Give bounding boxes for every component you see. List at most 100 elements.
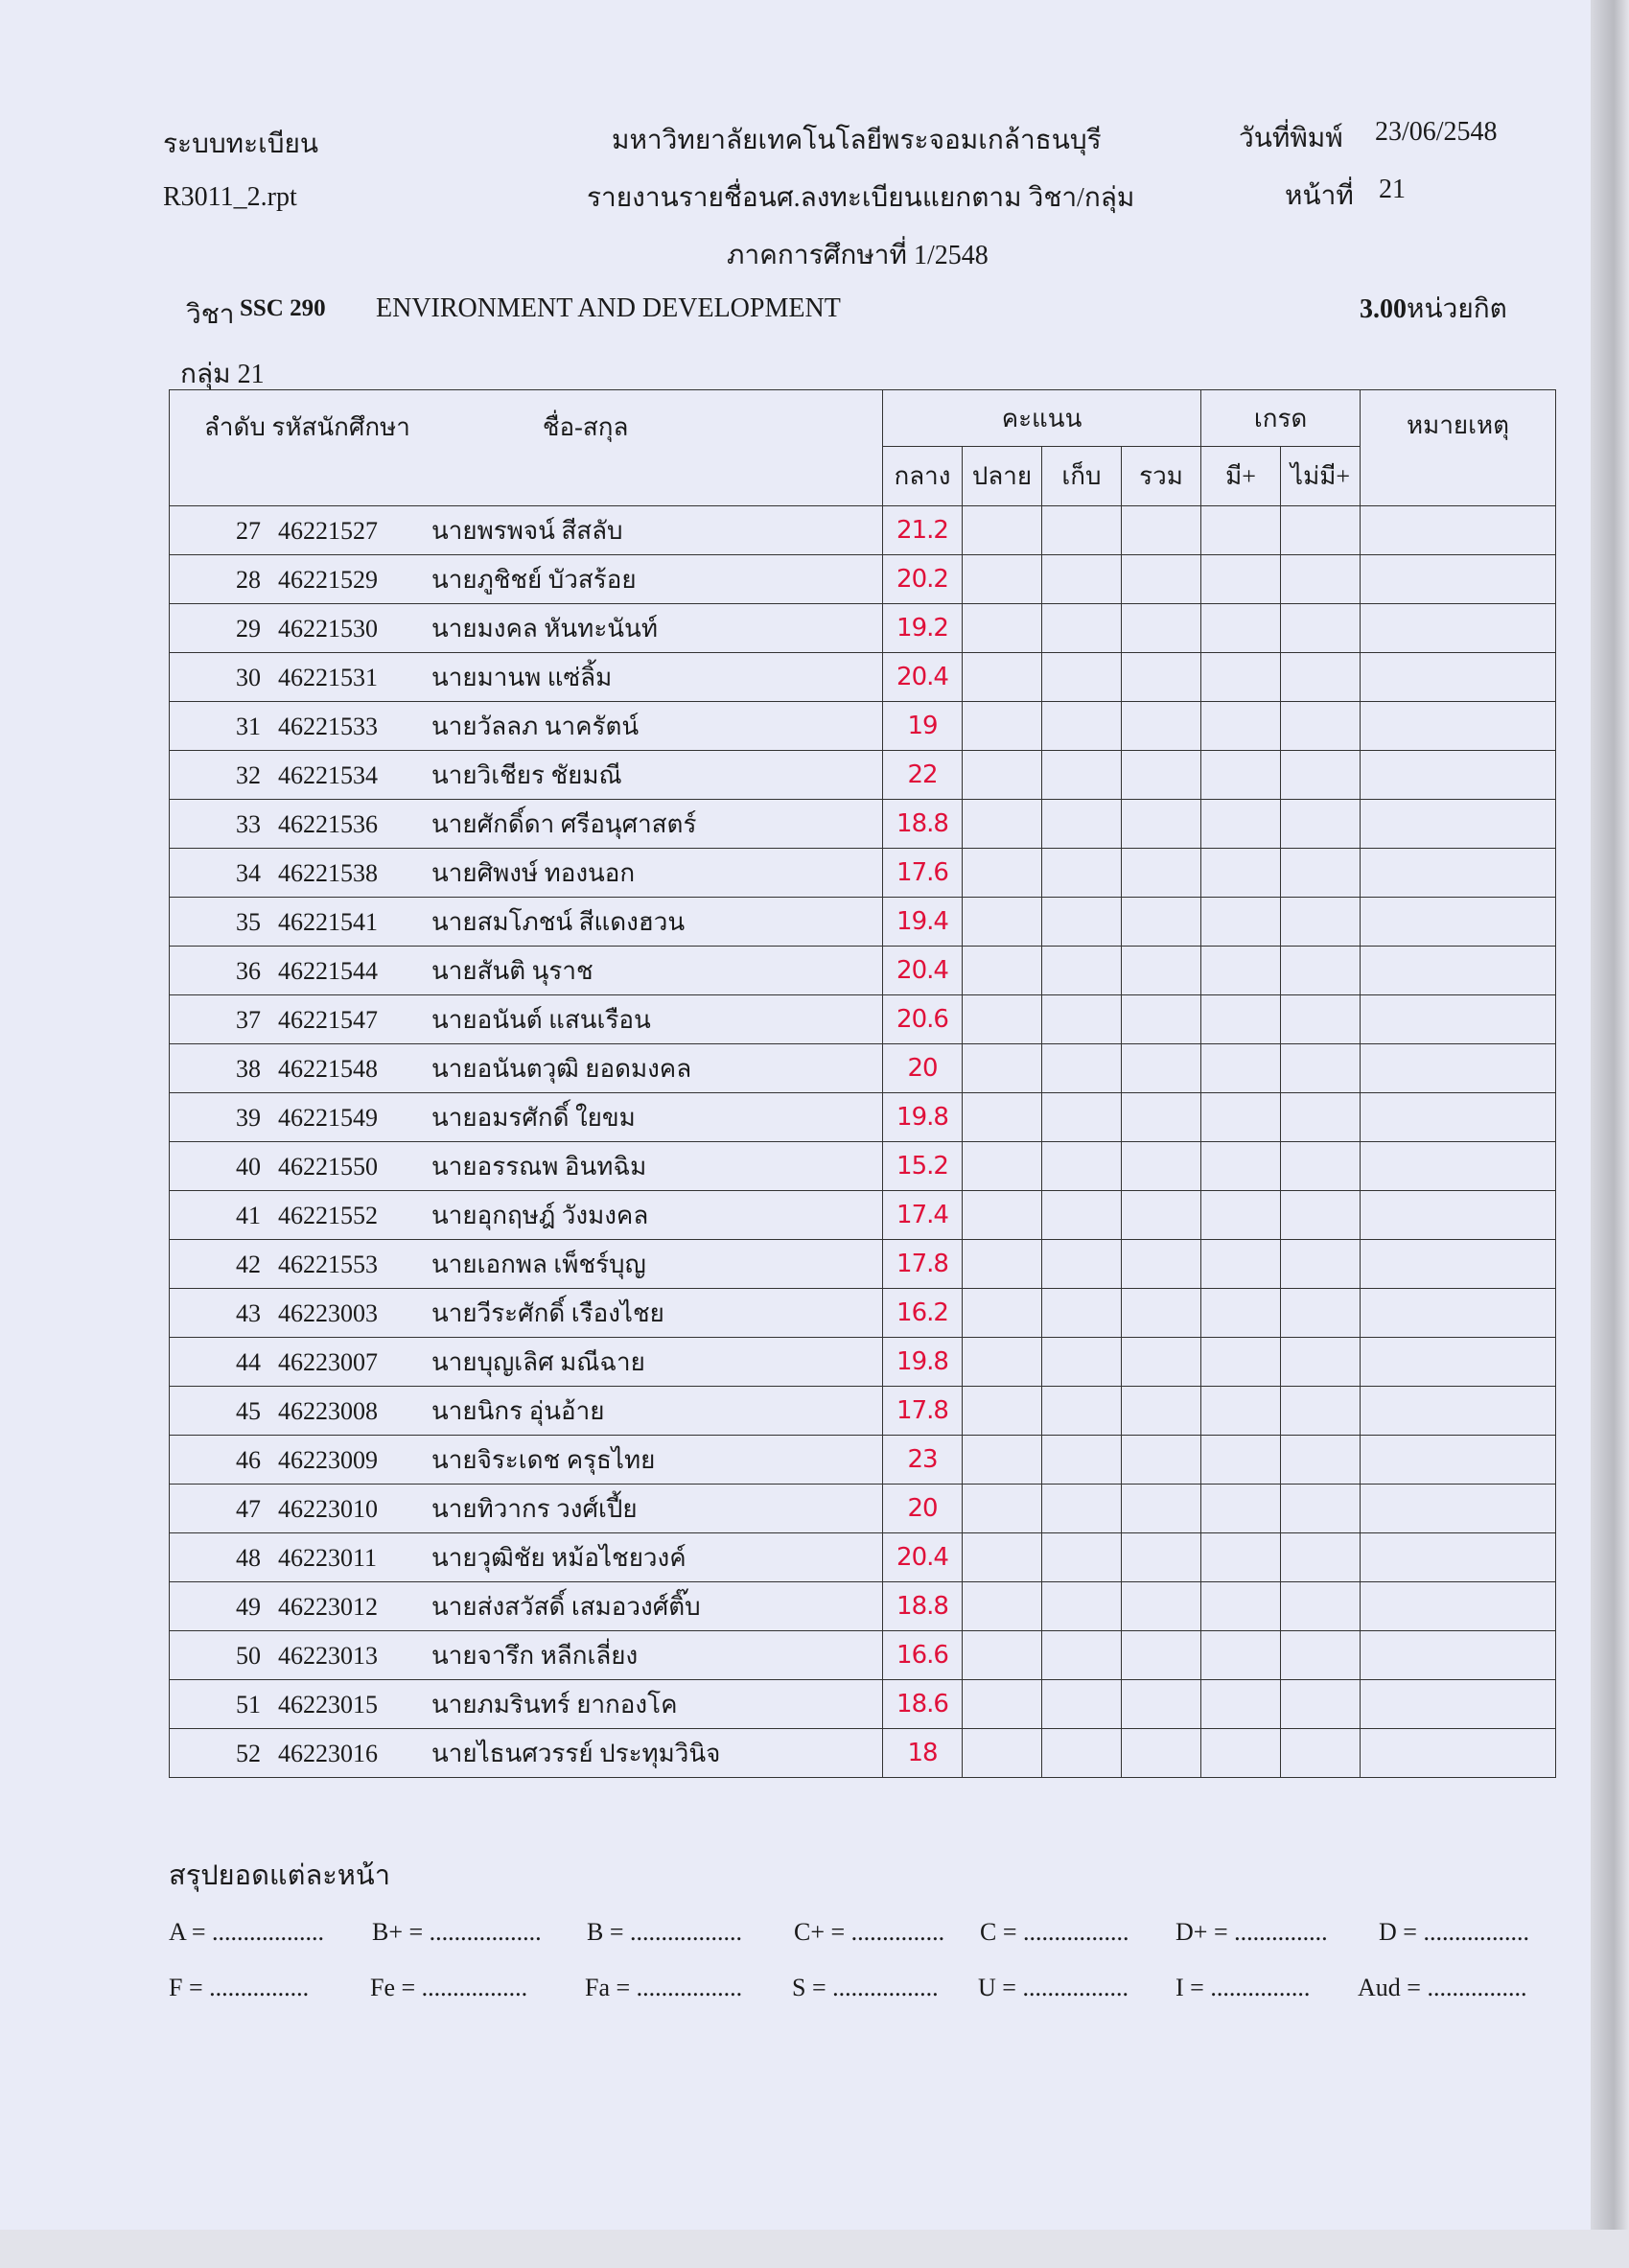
collected-score	[1041, 1141, 1122, 1191]
total-score	[1120, 946, 1202, 995]
final-score	[962, 848, 1042, 898]
total-score	[1120, 505, 1202, 555]
final-score	[962, 1435, 1042, 1485]
grade-has-plus	[1200, 1386, 1282, 1436]
student-cell: 34 46221538 นายศิพงษ์ ทองนอก	[169, 848, 883, 898]
remark	[1360, 1141, 1557, 1191]
table-row: 45 46223008 นายนิกร อุ่นอ้าย 17.8	[169, 1386, 1557, 1436]
grade-no-plus	[1280, 554, 1361, 604]
collected-score	[1041, 1728, 1122, 1778]
collected-score	[1041, 652, 1122, 702]
header-seq-id: ลำดับ รหัสนักศึกษา	[204, 413, 410, 441]
final-score	[962, 603, 1042, 653]
print-date-label: วันที่พิมพ์	[1239, 124, 1343, 153]
midterm-score: 19.4	[882, 897, 963, 947]
student-id: 46221549	[278, 1103, 378, 1132]
grade-no-plus	[1280, 1532, 1361, 1582]
collected-score	[1041, 1435, 1122, 1485]
remark	[1360, 603, 1557, 653]
remark	[1360, 1190, 1557, 1240]
student-id: 46221552	[278, 1201, 378, 1229]
collected-score	[1041, 1043, 1122, 1093]
student-id: 46221529	[278, 565, 378, 594]
remark	[1360, 1337, 1557, 1387]
student-cell: 44 46223007 นายบุญเลิศ มณีฉาย	[169, 1337, 883, 1387]
final-score	[962, 1337, 1042, 1387]
grade-has-plus	[1200, 652, 1282, 702]
page-number: 21	[1379, 175, 1406, 204]
total-score	[1120, 897, 1202, 947]
collected-score	[1041, 1092, 1122, 1142]
student-cell: 35 46221541 นายสมโภชน์ สีแดงฮวน	[169, 897, 883, 947]
student-name: นายวิเชียร ชัยมณี	[431, 760, 622, 789]
student-name: นายอนันต์ แสนเรือน	[431, 1005, 651, 1034]
midterm-score: 21.2	[882, 505, 963, 555]
collected-score	[1041, 554, 1122, 604]
collected-score	[1041, 1484, 1122, 1533]
collected-score	[1041, 1386, 1122, 1436]
final-score	[962, 554, 1042, 604]
grade-no-plus	[1280, 1386, 1361, 1436]
student-cell: 42 46221553 นายเอกพล เพ็ชร์บุญ	[169, 1239, 883, 1289]
row-number: 35	[236, 907, 261, 936]
student-id: 46221531	[278, 663, 378, 691]
group-label: กลุ่ม	[180, 360, 231, 389]
student-id: 46221544	[278, 956, 378, 985]
midterm-score: 15.2	[882, 1141, 963, 1191]
grade-has-plus	[1200, 994, 1282, 1044]
summary-title: สรุปยอดแต่ละหน้า	[169, 1860, 391, 1891]
scan-edge	[1591, 0, 1629, 2268]
collected-score	[1041, 1288, 1122, 1338]
remark	[1360, 1386, 1557, 1436]
row-number: 51	[236, 1690, 261, 1719]
grade-has-plus	[1200, 848, 1282, 898]
row-number: 27	[236, 516, 261, 545]
midterm-score: 17.8	[882, 1239, 963, 1289]
grade-count-field: A = ..................	[169, 1918, 325, 1946]
student-id: 46221536	[278, 809, 378, 838]
student-cell: 28 46221529 นายภูชิชย์ บัวสร้อย	[169, 554, 883, 604]
student-cell: 30 46221531 นายมานพ แซ่ลิ้ม	[169, 652, 883, 702]
grade-no-plus	[1280, 1630, 1361, 1680]
student-name: นายอนันตวุฒิ ยอดมงคล	[431, 1054, 692, 1083]
final-score	[962, 1728, 1042, 1778]
student-id: 46223003	[278, 1298, 378, 1327]
credits-unit: หน่วยกิต	[1407, 294, 1507, 324]
final-score	[962, 1532, 1042, 1582]
collected-score	[1041, 994, 1122, 1044]
remark	[1360, 1043, 1557, 1093]
final-score	[962, 505, 1042, 555]
student-name: นายวัลลภ นาครัตน์	[431, 712, 640, 740]
collected-score	[1041, 1337, 1122, 1387]
total-score	[1120, 1092, 1202, 1142]
student-name: นายเอกพล เพ็ชร์บุญ	[431, 1250, 646, 1278]
student-id: 46221534	[278, 760, 378, 789]
final-score	[962, 799, 1042, 849]
final-score	[962, 946, 1042, 995]
remark	[1360, 554, 1557, 604]
total-score	[1120, 1679, 1202, 1729]
grade-count-field: S = .................	[792, 1974, 939, 2001]
grade-no-plus	[1280, 652, 1361, 702]
system-name: ระบบทะเบียน	[163, 129, 319, 159]
total-score	[1120, 1484, 1202, 1533]
remark	[1360, 701, 1557, 751]
grade-no-plus	[1280, 848, 1361, 898]
table-row: 29 46221530 นายมงคล หันทะนันท์ 19.2	[169, 603, 1557, 653]
row-number: 34	[236, 858, 261, 887]
student-id: 46221541	[278, 907, 378, 936]
grade-count-field: U = .................	[978, 1974, 1129, 2001]
student-id: 46223010	[278, 1494, 378, 1523]
table-row: 50 46223013 นายจารึก หลีกเลี่ยง 16.6	[169, 1630, 1557, 1680]
student-id: 46221533	[278, 712, 378, 740]
student-cell: 39 46221549 นายอมรศักดิ์ ใยขม	[169, 1092, 883, 1142]
total-score	[1120, 1532, 1202, 1582]
remark	[1360, 799, 1557, 849]
total-score	[1120, 1435, 1202, 1485]
student-name: นายภมรินทร์ ยากองโค	[431, 1690, 678, 1719]
grade-no-plus	[1280, 1043, 1361, 1093]
midterm-score: 20.2	[882, 554, 963, 604]
header-seq-name: ลำดับ รหัสนักศึกษา ชื่อ-สกุล	[169, 389, 883, 506]
table-row: 32 46221534 นายวิเชียร ชัยมณี 22	[169, 750, 1557, 800]
table-row: 37 46221547 นายอนันต์ แสนเรือน 20.6	[169, 994, 1557, 1044]
